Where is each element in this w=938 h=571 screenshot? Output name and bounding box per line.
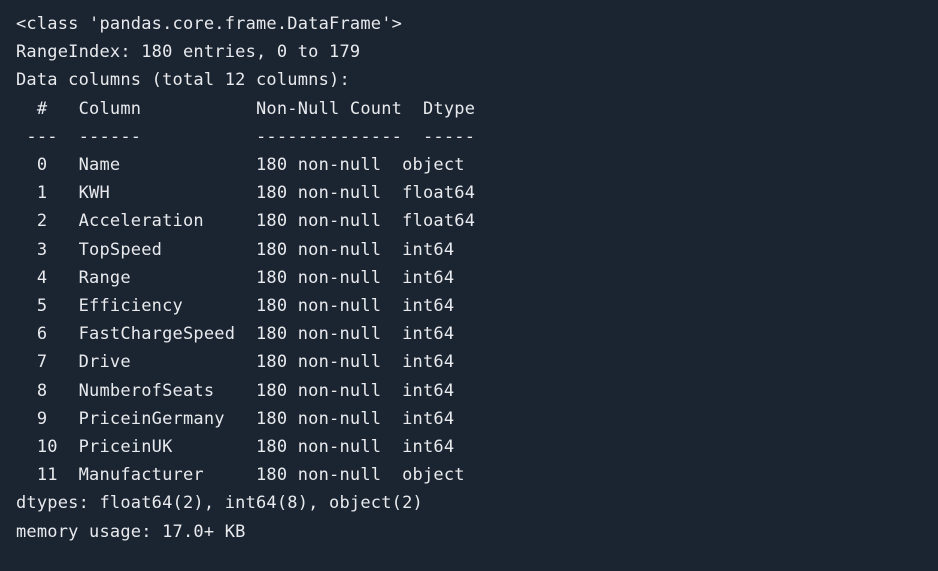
df-class-line: <class 'pandas.core.frame.DataFrame'>	[16, 14, 402, 34]
terminal-output: <class 'pandas.core.frame.DataFrame'> Ra…	[0, 0, 938, 556]
df-memory-line: memory usage: 17.0+ KB	[16, 522, 246, 542]
df-range-index: RangeIndex: 180 entries, 0 to 179	[16, 42, 360, 62]
df-dtypes-line: dtypes: float64(2), int64(8), object(2)	[16, 493, 423, 513]
df-columns-header: Data columns (total 12 columns):	[16, 70, 350, 90]
df-table: # Column Non-Null Count Dtype --- ------…	[16, 99, 475, 486]
